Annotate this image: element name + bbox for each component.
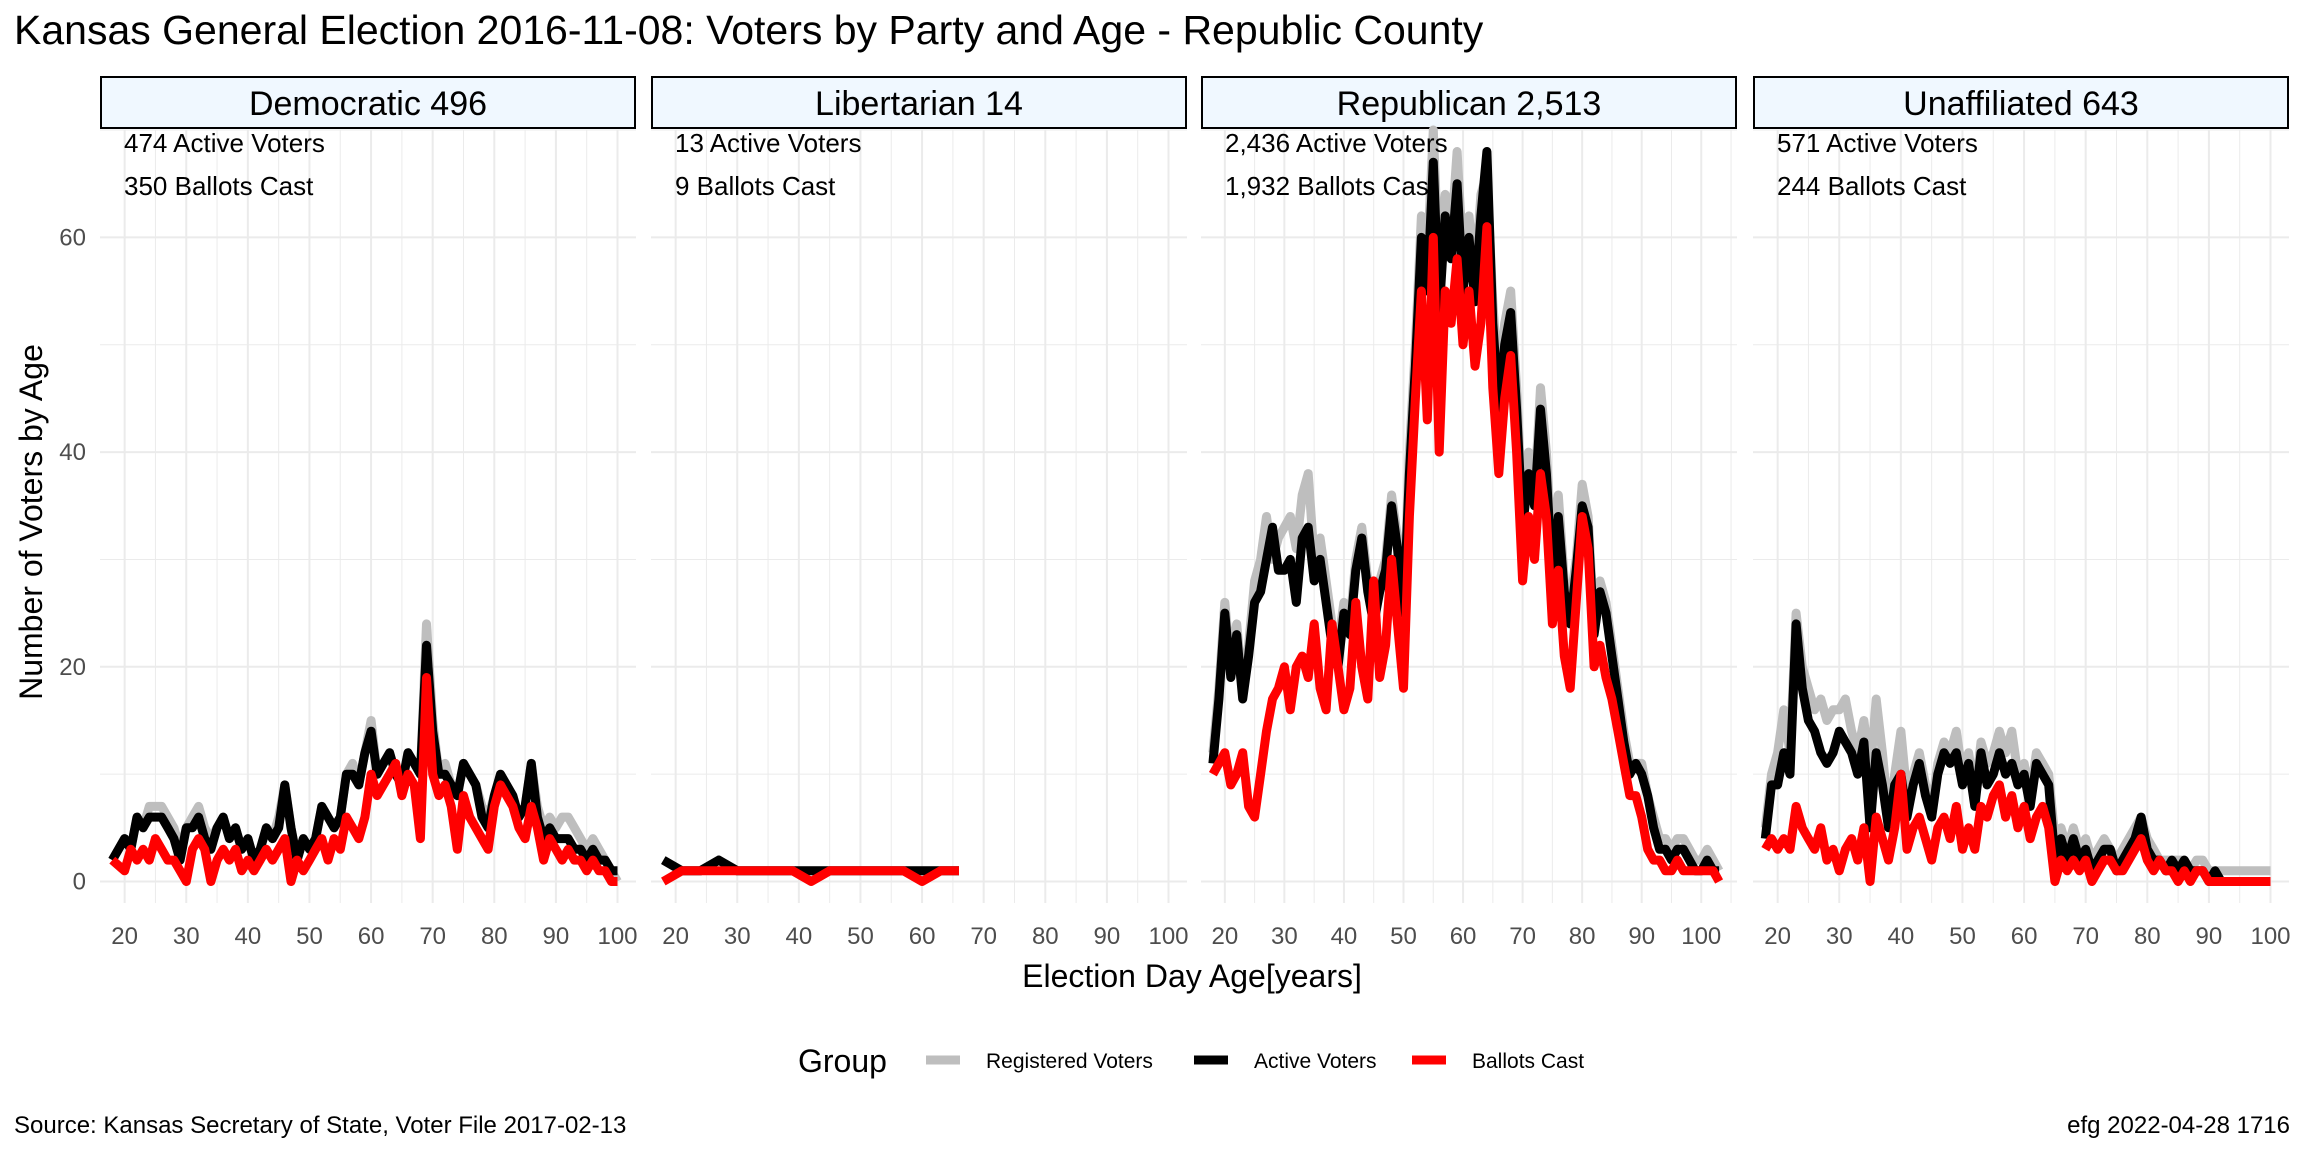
x-tick-label: 20 — [1211, 923, 1238, 950]
legend-title: Group — [798, 1043, 887, 1079]
series-line-ballots-cast — [1208, 222, 1724, 884]
legend-label: Ballots Cast — [1472, 1050, 1584, 1073]
series-line-ballots-cast — [661, 866, 959, 886]
x-tick-label: 20 — [662, 923, 689, 950]
x-tick-label: 60 — [1450, 923, 1477, 950]
x-tick-label: 80 — [2134, 923, 2161, 950]
facet-strip-label: Unaffiliated 643 — [1903, 85, 2139, 123]
legend-label: Registered Voters — [986, 1050, 1153, 1073]
y-tick-label: 40 — [59, 439, 86, 466]
x-tick-label: 50 — [847, 923, 874, 950]
panel-annotation: 13 Active Voters — [675, 128, 861, 158]
legend-label: Active Voters — [1254, 1050, 1377, 1073]
panel-unaffiliated-643: Unaffiliated 643 571 Active Voters 244 Bal… — [1753, 76, 2291, 950]
x-tick-label: 90 — [543, 923, 570, 950]
series-line-active-voters — [1760, 619, 2271, 886]
facet-panels: 0 20 40 60 Democratic 496 474 Active Voters 35… — [59, 76, 2291, 950]
panel-annotation: 1,932 Ballots Cast — [1225, 171, 1437, 201]
x-tick-label: 100 — [1148, 923, 1188, 950]
x-tick-label: 60 — [358, 923, 385, 950]
x-tick-label: 40 — [1888, 923, 1915, 950]
y-tick-label: 20 — [59, 654, 86, 681]
source-caption: Source: Kansas Secretary of State, Voter… — [14, 1112, 626, 1139]
facet-strip-label: Republican 2,513 — [1337, 85, 1602, 123]
y-tick-label: 60 — [59, 224, 86, 251]
series-line-active-voters — [1208, 147, 1720, 876]
x-tick-label: 20 — [1764, 923, 1791, 950]
panel-libertarian-14: Libertarian 14 13 Active Voters 9 Ballots … — [651, 76, 1189, 950]
x-tick-label: 40 — [235, 923, 262, 950]
x-tick-label: 70 — [1509, 923, 1536, 950]
x-tick-label: 30 — [173, 923, 200, 950]
series-line-ballots-cast — [1761, 769, 2271, 886]
series-line-ballots-cast — [109, 673, 618, 886]
series-line-active-voters — [108, 640, 618, 876]
x-tick-label: 30 — [724, 923, 751, 950]
x-tick-label: 50 — [1949, 923, 1976, 950]
x-tick-label: 80 — [1569, 923, 1596, 950]
x-tick-label: 40 — [786, 923, 813, 950]
panel-annotation: 350 Ballots Cast — [124, 171, 314, 201]
facet-strip — [1201, 76, 1737, 129]
legend: Group Registered Voters Active Voters Ball… — [798, 1043, 1584, 1079]
x-tick-label: 100 — [2250, 923, 2290, 950]
panel-democratic-496: Democratic 496 474 Active Voters 350 Ballo… — [100, 76, 638, 950]
x-tick-label: 70 — [970, 923, 997, 950]
x-tick-label: 30 — [1826, 923, 1853, 950]
panel-annotation: 2,436 Active Voters — [1225, 128, 1448, 158]
facet-strip-label: Libertarian 14 — [815, 85, 1023, 123]
facet-strip — [1753, 76, 2289, 129]
x-tick-label: 70 — [2072, 923, 2099, 950]
x-tick-label: 100 — [1681, 923, 1721, 950]
x-tick-label: 40 — [1331, 923, 1358, 950]
timestamp-caption: efg 2022-04-28 1716 — [2067, 1112, 2290, 1139]
panel-annotation: 571 Active Voters — [1777, 128, 1978, 158]
y-axis-title: Number of Voters by Age — [13, 344, 49, 700]
chart-title: Kansas General Election 2016-11-08: Vote… — [14, 7, 1484, 53]
x-tick-label: 50 — [1390, 923, 1417, 950]
x-tick-label: 50 — [296, 923, 323, 950]
facet-strip — [100, 76, 636, 129]
panel-annotation: 9 Ballots Cast — [675, 171, 836, 201]
x-tick-label: 30 — [1271, 923, 1298, 950]
panel-annotation: 474 Active Voters — [124, 128, 325, 158]
x-axis-title: Election Day Age[years] — [1022, 958, 1362, 994]
facet-strip — [651, 76, 1187, 129]
x-tick-label: 80 — [1032, 923, 1059, 950]
x-tick-label: 80 — [481, 923, 508, 950]
x-tick-label: 90 — [1094, 923, 1121, 950]
panel-republican-2-513: Republican 2,513 2,436 Active Voters 1,932… — [1201, 76, 1737, 950]
x-tick-label: 60 — [909, 923, 936, 950]
x-tick-label: 70 — [419, 923, 446, 950]
x-tick-label: 90 — [2196, 923, 2223, 950]
x-tick-label: 20 — [111, 923, 138, 950]
facet-strip-label: Democratic 496 — [249, 85, 487, 123]
x-tick-label: 100 — [597, 923, 637, 950]
y-tick-label: 0 — [73, 869, 86, 896]
x-tick-label: 90 — [1628, 923, 1655, 950]
panel-annotation: 244 Ballots Cast — [1777, 171, 1967, 201]
x-tick-label: 60 — [2011, 923, 2038, 950]
